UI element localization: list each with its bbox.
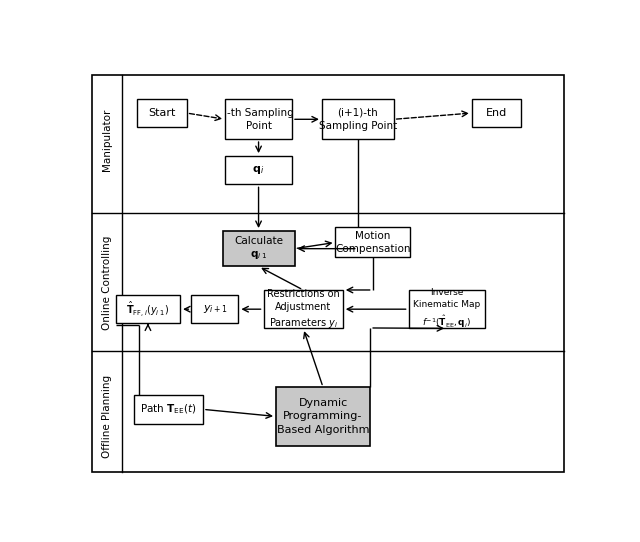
Bar xyxy=(335,228,410,257)
Bar xyxy=(191,295,239,324)
Bar xyxy=(116,295,180,324)
Bar xyxy=(322,100,394,139)
Text: Online Controlling: Online Controlling xyxy=(102,236,112,330)
Text: $\hat{\mathbf{T}}_{\mathrm{FF},i}(y_{i\ 1})$: $\hat{\mathbf{T}}_{\mathrm{FF},i}(y_{i\ … xyxy=(126,300,170,319)
Text: Restrictions on
Adjustment
Parameters $y_i$: Restrictions on Adjustment Parameters $y… xyxy=(267,288,340,330)
Text: $\mathbf{q}_i$: $\mathbf{q}_i$ xyxy=(252,164,265,176)
Text: Path $\mathbf{T}_{\mathrm{EE}}(t)$: Path $\mathbf{T}_{\mathrm{EE}}(t)$ xyxy=(140,403,196,416)
Bar xyxy=(264,290,343,328)
Text: Manipulator: Manipulator xyxy=(102,108,112,171)
Bar xyxy=(225,100,292,139)
Bar xyxy=(408,290,486,328)
Text: Calculate
$\mathbf{q}_{i\ 1}$: Calculate $\mathbf{q}_{i\ 1}$ xyxy=(234,236,283,261)
Text: $y_{i+1}$: $y_{i+1}$ xyxy=(202,303,227,315)
Bar xyxy=(134,395,203,424)
Text: Offline Planning: Offline Planning xyxy=(102,375,112,459)
Text: Inverse
Kinematic Map
$f^{-1}(\hat{\mathbf{T}}_{\mathrm{EE}}, \mathbf{q}_i)$: Inverse Kinematic Map $f^{-1}(\hat{\math… xyxy=(413,288,481,331)
Text: Motion
Compensation: Motion Compensation xyxy=(335,231,410,254)
Bar xyxy=(225,156,292,184)
Bar xyxy=(276,387,370,446)
Bar xyxy=(223,231,294,267)
Bar xyxy=(137,100,187,127)
Text: i-th Sampling
Point: i-th Sampling Point xyxy=(224,108,293,131)
Text: (i+1)-th
Sampling Point: (i+1)-th Sampling Point xyxy=(319,108,397,131)
Text: Start: Start xyxy=(148,108,175,118)
Text: Dynamic
Programming-
Based Algorithm: Dynamic Programming- Based Algorithm xyxy=(276,398,369,435)
Bar xyxy=(472,100,522,127)
Text: End: End xyxy=(486,108,508,118)
